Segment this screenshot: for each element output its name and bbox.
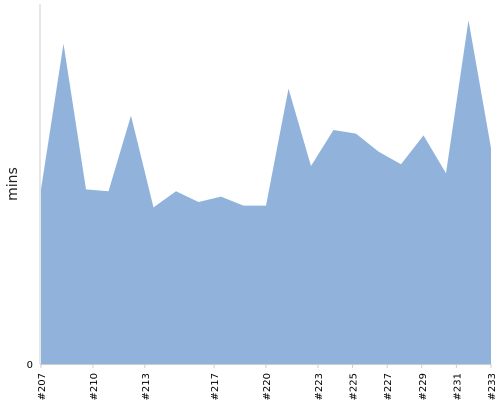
x-tick-label: #213 <box>141 373 152 400</box>
x-tick-label: #210 <box>89 373 100 400</box>
x-tick-label: #233 <box>487 373 498 400</box>
x-tick-label: #225 <box>349 373 360 400</box>
x-tick-label: #231 <box>452 373 463 400</box>
y-axis-title: mins <box>5 167 21 201</box>
x-tick-label: #220 <box>262 373 273 400</box>
y-axis-ticks: 0 <box>27 360 33 371</box>
area-series <box>41 20 491 364</box>
x-tick-label: #229 <box>418 373 429 400</box>
x-tick-label: #217 <box>210 373 221 400</box>
y-tick-label: 0 <box>27 360 33 371</box>
x-axis-ticks: #207 #210 #213 #217 #220 #223 #225 #227 #229 #231… <box>37 364 498 400</box>
x-tick-label: #227 <box>383 373 394 400</box>
x-tick-label: #207 <box>37 373 48 400</box>
plot-area <box>41 20 491 364</box>
x-tick-label: #223 <box>314 373 325 400</box>
